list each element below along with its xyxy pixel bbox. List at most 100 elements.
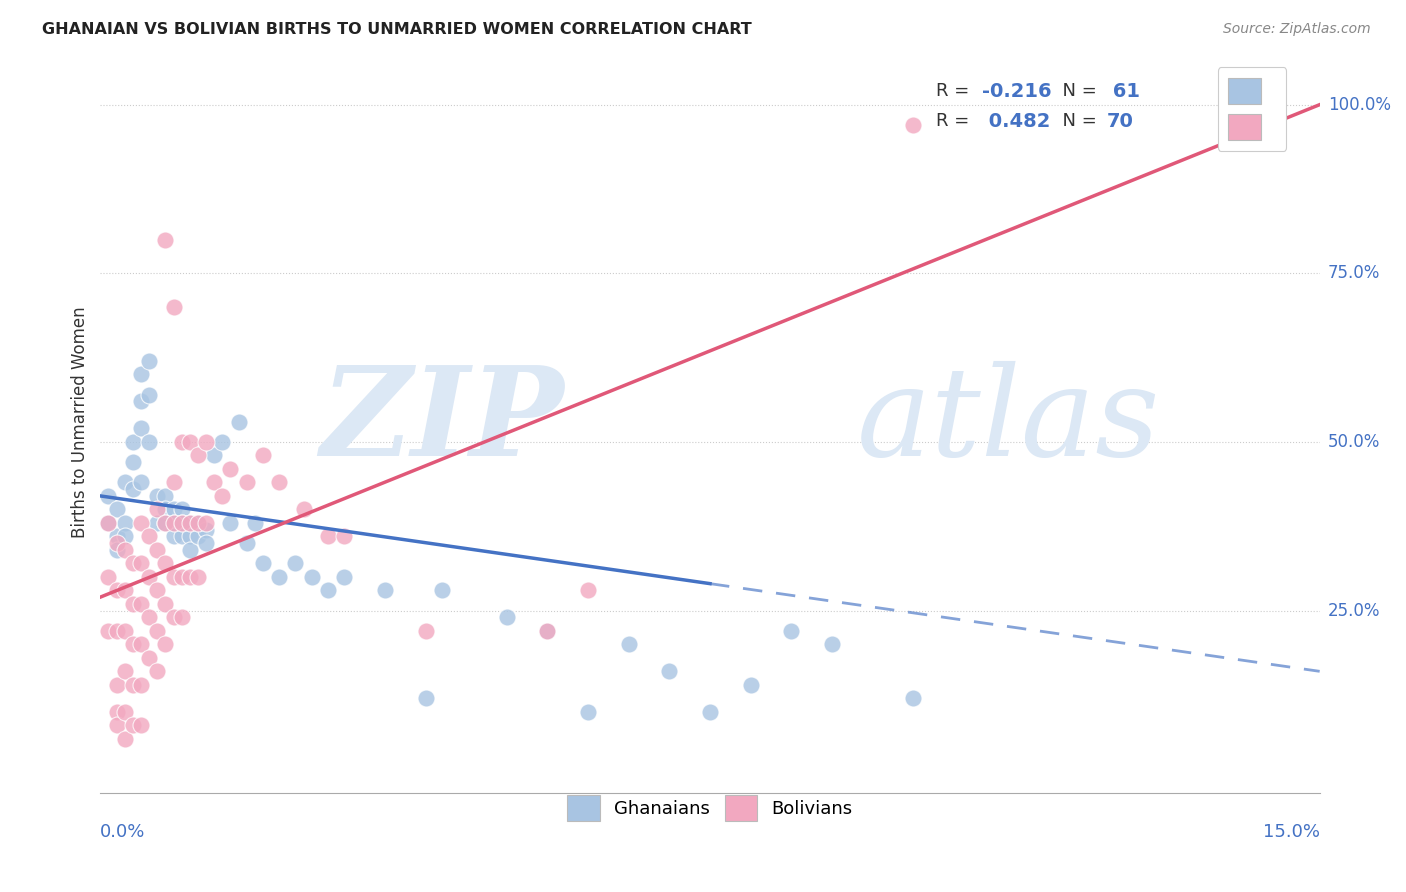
Point xyxy=(155,597,177,611)
Point xyxy=(170,434,193,449)
Point xyxy=(129,718,152,732)
Point xyxy=(129,475,152,490)
Point xyxy=(121,434,143,449)
Text: atlas: atlas xyxy=(856,361,1160,483)
Point xyxy=(658,665,681,679)
Text: R =: R = xyxy=(935,112,974,130)
Point xyxy=(155,516,177,530)
Point xyxy=(821,637,844,651)
Text: 25.0%: 25.0% xyxy=(1329,601,1381,620)
Point xyxy=(211,434,233,449)
Point xyxy=(114,529,136,543)
Point xyxy=(121,455,143,469)
Point xyxy=(170,529,193,543)
Point xyxy=(162,610,184,624)
Text: 0.0%: 0.0% xyxy=(100,823,146,841)
Point xyxy=(415,624,437,638)
Point xyxy=(105,624,128,638)
Point xyxy=(536,624,558,638)
Point xyxy=(292,502,315,516)
Point xyxy=(138,529,160,543)
Text: Source: ZipAtlas.com: Source: ZipAtlas.com xyxy=(1223,22,1371,37)
Point xyxy=(105,678,128,692)
Point xyxy=(114,475,136,490)
Point xyxy=(195,523,218,537)
Point xyxy=(170,570,193,584)
Point xyxy=(121,678,143,692)
Point xyxy=(162,570,184,584)
Point xyxy=(333,529,356,543)
Point xyxy=(301,570,323,584)
Point xyxy=(179,434,201,449)
Point xyxy=(903,691,925,706)
Point xyxy=(252,557,274,571)
Point xyxy=(114,624,136,638)
Point xyxy=(235,536,257,550)
Text: 70: 70 xyxy=(1107,112,1133,131)
Text: 61: 61 xyxy=(1107,82,1140,101)
Point xyxy=(114,665,136,679)
Point xyxy=(162,516,184,530)
Point xyxy=(179,542,201,557)
Text: 15.0%: 15.0% xyxy=(1263,823,1320,841)
Point xyxy=(170,516,193,530)
Point xyxy=(211,489,233,503)
Point xyxy=(114,731,136,746)
Point xyxy=(146,516,169,530)
Point xyxy=(146,502,169,516)
Point xyxy=(333,570,356,584)
Point xyxy=(146,489,169,503)
Point xyxy=(105,705,128,719)
Point xyxy=(740,678,762,692)
Point xyxy=(162,502,184,516)
Point xyxy=(316,529,339,543)
Point xyxy=(155,516,177,530)
Point xyxy=(121,637,143,651)
Point xyxy=(129,597,152,611)
Text: N =: N = xyxy=(1052,112,1102,130)
Point xyxy=(252,449,274,463)
Point xyxy=(129,678,152,692)
Point xyxy=(780,624,803,638)
Point xyxy=(699,705,721,719)
Point xyxy=(155,637,177,651)
Point xyxy=(195,516,218,530)
Point xyxy=(97,624,120,638)
Point xyxy=(155,489,177,503)
Point xyxy=(195,536,218,550)
Text: ZIP: ZIP xyxy=(321,361,564,483)
Point xyxy=(138,388,160,402)
Point xyxy=(105,536,128,550)
Point xyxy=(105,529,128,543)
Point xyxy=(284,557,307,571)
Point xyxy=(97,570,120,584)
Point xyxy=(146,665,169,679)
Point xyxy=(114,542,136,557)
Point xyxy=(430,583,453,598)
Point xyxy=(121,718,143,732)
Point xyxy=(155,557,177,571)
Point xyxy=(269,570,291,584)
Point xyxy=(576,705,599,719)
Point xyxy=(97,489,120,503)
Point xyxy=(129,421,152,435)
Legend: Ghanaians, Bolivians: Ghanaians, Bolivians xyxy=(560,789,860,829)
Point xyxy=(202,449,225,463)
Point xyxy=(187,570,209,584)
Point xyxy=(374,583,396,598)
Point xyxy=(138,434,160,449)
Point xyxy=(97,516,120,530)
Point xyxy=(576,583,599,598)
Point xyxy=(105,542,128,557)
Point xyxy=(138,610,160,624)
Point xyxy=(187,516,209,530)
Point xyxy=(129,637,152,651)
Text: GHANAIAN VS BOLIVIAN BIRTHS TO UNMARRIED WOMEN CORRELATION CHART: GHANAIAN VS BOLIVIAN BIRTHS TO UNMARRIED… xyxy=(42,22,752,37)
Point xyxy=(155,502,177,516)
Point xyxy=(162,300,184,314)
Point xyxy=(243,516,266,530)
Point xyxy=(97,516,120,530)
Point xyxy=(105,583,128,598)
Text: 50.0%: 50.0% xyxy=(1329,433,1381,451)
Point xyxy=(170,516,193,530)
